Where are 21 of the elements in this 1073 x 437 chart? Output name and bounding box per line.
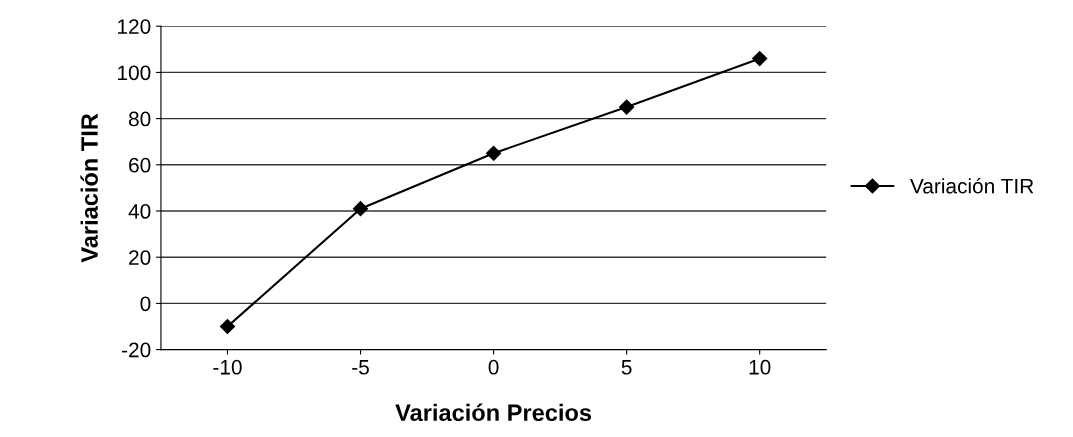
point bbox=[219, 318, 236, 335]
x-tick-label: 5 bbox=[621, 360, 632, 375]
y-tick-label: 100 bbox=[118, 65, 151, 81]
point bbox=[486, 145, 502, 161]
x-tick-label: 10 bbox=[749, 359, 771, 375]
y-tick-label: 80 bbox=[128, 111, 151, 127]
point bbox=[352, 201, 369, 217]
y-tick-label: 20 bbox=[129, 250, 151, 265]
y-tick-label: 120 bbox=[118, 19, 151, 34]
y-tick-label: -20 bbox=[122, 342, 151, 358]
y-axis-title: Variación TIR bbox=[80, 113, 98, 263]
y-tick-label: 0 bbox=[140, 296, 151, 312]
point bbox=[752, 50, 768, 67]
x-tick-label: -5 bbox=[352, 360, 369, 375]
x-axis-title: Variación Precios bbox=[395, 403, 592, 422]
x-tick-label: -10 bbox=[213, 359, 242, 375]
legend-label: Variación TIR bbox=[910, 177, 1034, 194]
point bbox=[619, 99, 635, 115]
y-tick-label: 60 bbox=[129, 157, 151, 173]
y-tick-label: 40 bbox=[128, 204, 151, 219]
x-tick-label: 0 bbox=[488, 359, 499, 375]
